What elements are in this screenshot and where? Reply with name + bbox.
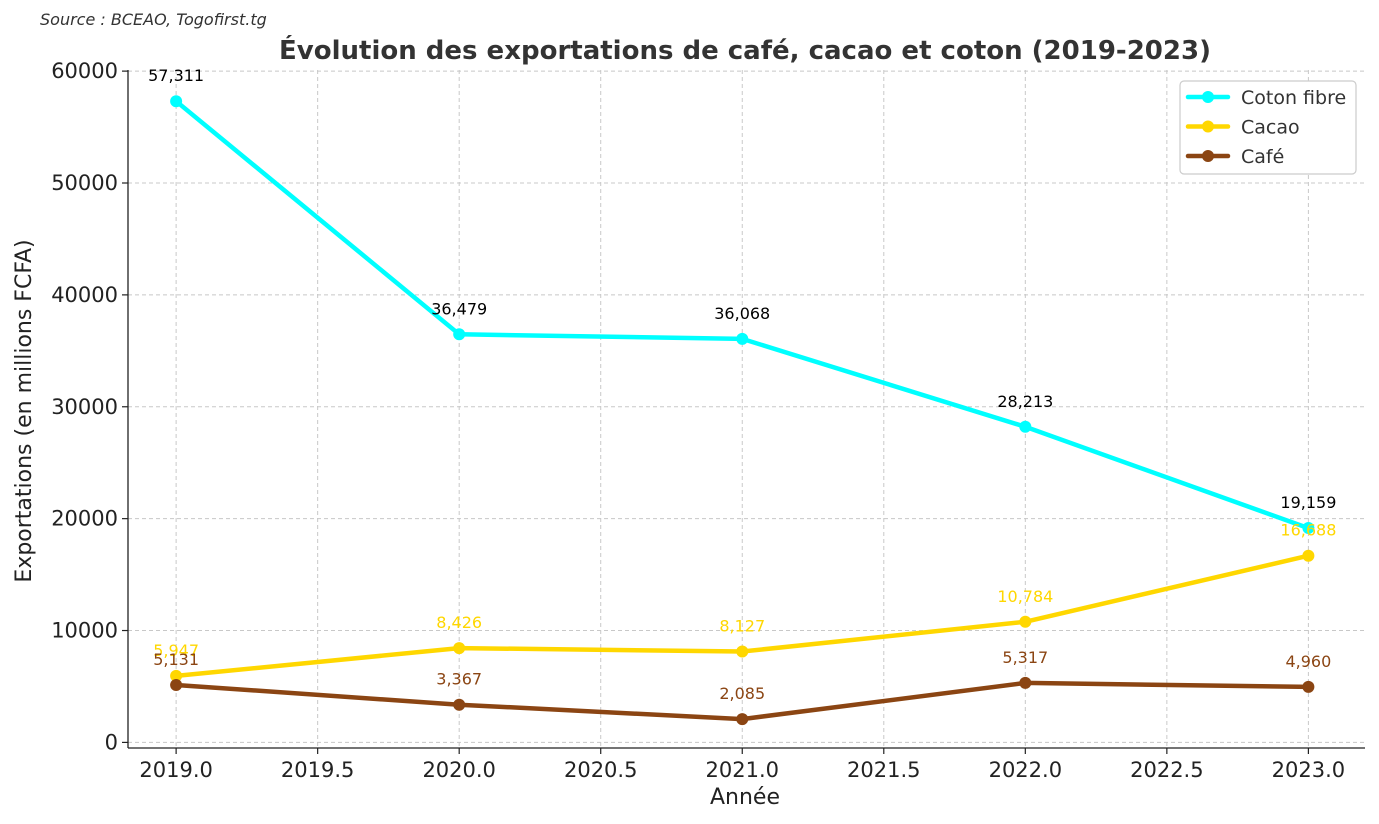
data-label-coton-fibre: 19,159 — [1280, 493, 1336, 512]
y-axis-label: Exportations (en millions FCFA) — [12, 239, 37, 582]
data-point-coton-fibre — [736, 332, 749, 345]
legend-label: Café — [1241, 146, 1284, 168]
legend-swatch-marker — [1202, 150, 1214, 162]
series-group: 57,311 36,479 36,068 28,213 19,159 5,947 8,426… — [148, 66, 1336, 726]
data-point-cacao — [1302, 549, 1315, 562]
y-tick-label: 50000 — [51, 171, 118, 195]
x-ticks: 2019.0 2019.5 2020.0 2020.5 2021.0 2021.5 2022… — [139, 748, 1345, 782]
data-point-coton-fibre — [453, 328, 466, 341]
series-coton-fibre: 57,311 36,479 36,068 28,213 19,159 — [148, 66, 1336, 535]
data-point-cafe — [170, 678, 183, 691]
legend-swatch-marker — [1202, 120, 1214, 133]
data-point-cacao — [170, 669, 183, 682]
data-label-coton-fibre: 36,068 — [714, 304, 770, 323]
legend-label: Coton fibre — [1241, 87, 1346, 109]
x-tick-label: 2020.0 — [422, 758, 495, 782]
x-tick-label: 2022.0 — [989, 758, 1062, 782]
data-point-cafe — [1302, 680, 1315, 693]
data-point-cafe — [1019, 676, 1032, 689]
data-point-cafe — [736, 713, 749, 726]
x-tick-label: 2019.0 — [139, 758, 212, 782]
legend-item-cacao: Cacao — [1185, 117, 1300, 139]
data-label-cafe: 2,085 — [719, 684, 765, 703]
y-tick-label: 0 — [105, 730, 118, 754]
data-point-cacao — [736, 645, 749, 658]
x-tick-label: 2021.5 — [847, 758, 920, 782]
data-label-cafe: 3,367 — [436, 670, 482, 689]
data-label-cafe: 4,960 — [1285, 652, 1331, 671]
legend-box — [1179, 80, 1357, 175]
x-tick-label: 2022.5 — [1130, 758, 1203, 782]
data-point-coton-fibre — [1019, 420, 1032, 433]
y-tick-label: 10000 — [51, 619, 118, 643]
legend-label: Cacao — [1241, 117, 1300, 139]
grid-lines — [128, 70, 1365, 748]
data-label-coton-fibre: 57,311 — [148, 66, 204, 85]
y-tick-label: 60000 — [51, 59, 118, 83]
legend-item-coton-fibre: Coton fibre — [1185, 87, 1346, 109]
data-label-cafe: 5,317 — [1002, 648, 1048, 667]
y-tick-label: 20000 — [51, 507, 118, 531]
source-note: Source : BCEAO, Togofirst.tg — [40, 10, 267, 29]
data-point-cacao — [453, 642, 466, 655]
y-tick-label: 40000 — [51, 283, 118, 307]
data-label-cacao: 8,426 — [436, 613, 482, 632]
x-axis-label: Année — [710, 785, 780, 810]
data-label-cacao: 8,127 — [719, 616, 765, 635]
data-label-cacao: 10,784 — [997, 587, 1053, 606]
data-label-coton-fibre: 36,479 — [431, 299, 487, 318]
data-point-cacao — [1019, 615, 1032, 628]
y-ticks: 0 10000 20000 30000 40000 50000 60000 — [51, 59, 128, 754]
x-tick-label: 2021.0 — [706, 758, 779, 782]
legend-swatch-marker — [1202, 91, 1214, 103]
data-point-coton-fibre — [170, 95, 183, 108]
data-point-coton-fibre — [1302, 522, 1315, 535]
data-point-cafe — [453, 698, 466, 711]
x-tick-label: 2020.5 — [564, 758, 637, 782]
y-tick-label: 30000 — [51, 395, 118, 419]
series-cafe: 5,131 3,367 2,085 5,317 4,960 — [153, 648, 1331, 726]
data-label-cafe: 5,131 — [153, 650, 199, 669]
data-label-cacao: 16,688 — [1280, 521, 1336, 540]
data-label-coton-fibre: 28,213 — [997, 392, 1053, 411]
legend: Coton fibre Cacao Café — [1179, 80, 1357, 175]
axes — [127, 70, 1365, 749]
chart-title: Évolution des exportations de café, caca… — [279, 34, 1211, 66]
series-cacao: 5,947 8,426 8,127 10,784 16,688 — [153, 521, 1336, 682]
legend-item-cafe: Café — [1185, 146, 1284, 168]
x-tick-label: 2019.5 — [281, 758, 354, 782]
x-tick-label: 2023.0 — [1272, 758, 1345, 782]
data-label-cacao: 5,947 — [153, 641, 199, 660]
